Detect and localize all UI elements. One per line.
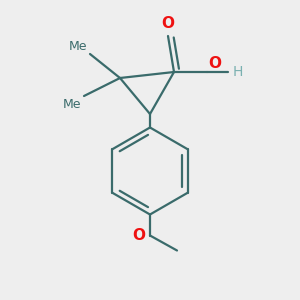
Text: H: H: [232, 65, 243, 79]
Text: O: O: [161, 16, 175, 32]
Text: O: O: [208, 56, 221, 70]
Text: Me: Me: [68, 40, 87, 52]
Text: Me: Me: [62, 98, 81, 110]
Text: O: O: [133, 228, 146, 243]
